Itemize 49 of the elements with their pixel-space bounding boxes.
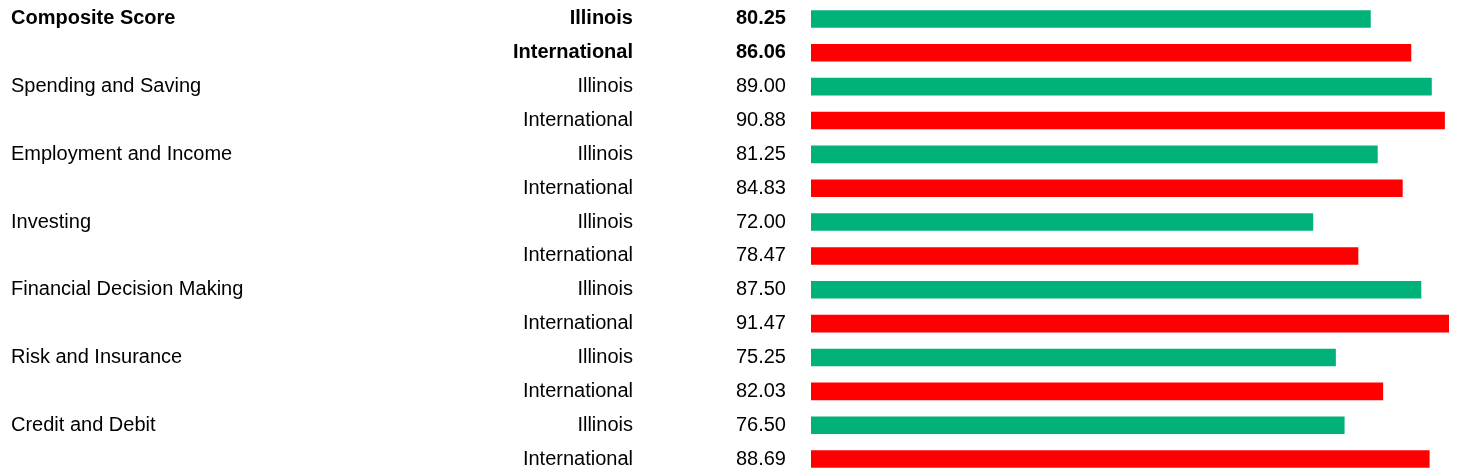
text: Investing: [11, 209, 92, 232]
y-tick-label: International: [522, 446, 633, 469]
bar: [811, 348, 1336, 367]
bar: [811, 314, 1449, 333]
y-tick-label: International: [522, 311, 633, 334]
text: Financial Decision Making: [11, 277, 244, 300]
data-label: 89.00: [735, 74, 786, 97]
text: Risk and Insurance: [11, 345, 183, 368]
bar: [811, 43, 1412, 62]
data-label: 80.25: [735, 6, 786, 29]
bar: [811, 247, 1359, 265]
y-tick-label: Illinois: [577, 141, 633, 164]
data-label: 78.47: [735, 243, 786, 266]
bar: [811, 416, 1345, 435]
data-label: 76.50: [735, 412, 786, 435]
bar: [811, 450, 1430, 468]
y-tick-label: International: [522, 108, 633, 131]
data-label: 88.69: [735, 446, 786, 469]
data-label: 90.88: [735, 108, 786, 131]
bar: [811, 213, 1314, 231]
y-tick-label: Illinois: [577, 412, 633, 435]
data-label: 84.83: [735, 175, 786, 198]
y-tick-label: Illinois: [577, 277, 633, 300]
data-label: 75.25: [735, 345, 786, 368]
y-tick-label: International: [512, 40, 633, 63]
data-label: 87.50: [735, 277, 786, 300]
bar: [811, 77, 1432, 96]
y-tick-label: Illinois: [577, 345, 633, 368]
data-label: 81.25: [735, 141, 786, 164]
y-tick-label: Illinois: [577, 209, 633, 232]
bar: [811, 10, 1371, 28]
y-tick-label: International: [522, 378, 633, 401]
data-label: 86.06: [735, 40, 786, 63]
y-tick-label: International: [522, 243, 633, 266]
bar: [811, 280, 1422, 299]
bar: [811, 179, 1403, 198]
y-tick-label: International: [522, 175, 633, 198]
data-label: 82.03: [735, 378, 786, 401]
bar: [811, 111, 1445, 130]
y-tick-label: Illinois: [577, 74, 633, 97]
bar: [811, 145, 1378, 164]
text: Spending and Saving: [11, 74, 202, 97]
text: Credit and Debit: [11, 412, 156, 435]
y-tick-label: Illinois: [569, 6, 633, 29]
text: Composite Score: [11, 6, 176, 29]
bar: [811, 382, 1384, 401]
data-label: 91.47: [735, 311, 786, 334]
text: Employment and Income: [11, 141, 233, 164]
data-label: 72.00: [735, 209, 786, 232]
